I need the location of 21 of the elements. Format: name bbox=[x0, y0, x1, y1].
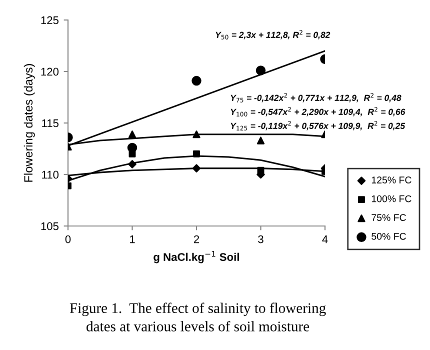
y-tick-label: 125 bbox=[41, 16, 59, 24]
caption: Figure 1. The effect of salinity to flowering dates at various levels of soil moisture bbox=[70, 302, 326, 332]
y-tick-label: 105 bbox=[41, 222, 59, 230]
y-axis-title: Flowering dates (days) bbox=[24, 64, 35, 182]
x-axis-title: g NaCl.kg$^{−1}$ Soil bbox=[154, 250, 239, 264]
annotation: Y$_{50}$ = 2,3x + 112,8, R$^{2}$ = 0,82 bbox=[216, 30, 330, 40]
annotation: Y$_{100}$ = -0,547x$^{2}$ + 2,290x + 109,4, R$^{2}$ = 0,66 bbox=[230, 106, 406, 116]
annotation: Y$_{75}$ = -0,142x$^{2}$ + 0,771x + 112,9, R$^{2}$ = 0,48 bbox=[230, 92, 402, 102]
legend-label: 125% FC bbox=[372, 176, 412, 184]
x-tick-label: 4 bbox=[322, 235, 328, 244]
x-tick-label: 3 bbox=[258, 235, 264, 244]
x-tick-label: 1 bbox=[130, 235, 135, 244]
annotation: Y$_{125}$ = -0,119x$^{2}$ + 0,576x + 109,9, R$^{2}$ = 0,25 bbox=[230, 120, 406, 130]
x-tick-label: 0 bbox=[65, 235, 71, 244]
y-tick-label: 120 bbox=[41, 68, 59, 76]
legend-label: 100% FC bbox=[372, 195, 412, 202]
legend-label: 50% FC bbox=[372, 232, 406, 240]
y-tick-label: 110 bbox=[42, 170, 59, 179]
x-tick-label: 2 bbox=[194, 235, 200, 244]
y-tick-label: 115 bbox=[42, 119, 59, 128]
legend-label: 75% FC bbox=[372, 214, 406, 221]
